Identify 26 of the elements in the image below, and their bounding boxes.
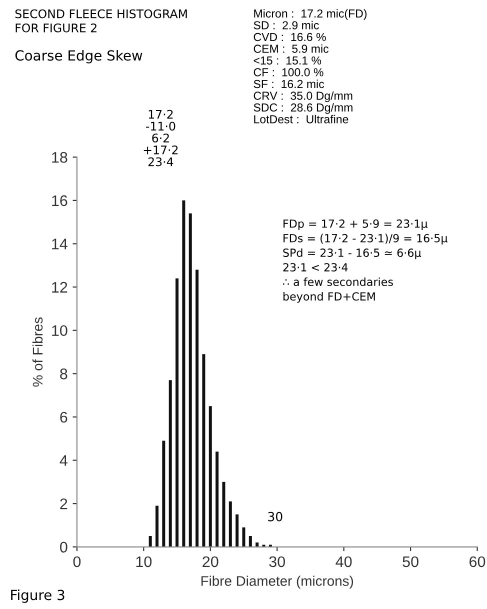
y-tick-label: 18 xyxy=(52,152,68,163)
x-tick-label: 20 xyxy=(202,556,218,568)
text: Micron : 17.2 mic(FD) SD : 2.9 mic CVD : 16.6 % CEM : 5.9 mic <15 : 15.1 % CF : 100.0 % SF : 16.2 mic CRV : 35.0 Dg/mm SDC : 28.6 Dg/mm LotDest : Ultrafine xyxy=(254,9,367,124)
y-tick-label: 8 xyxy=(60,368,68,380)
chart-subtitle: Coarse Edge Skew xyxy=(15,50,142,64)
y-tick-label: 16 xyxy=(52,195,68,206)
y-axis-title: % of Fibres xyxy=(32,317,43,387)
chart-title: SECOND FLEECE HISTOGRAM FOR FIGURE 2 xyxy=(15,9,187,32)
x-tick-label: 30 xyxy=(269,556,286,568)
x-tick-label: 50 xyxy=(402,556,418,568)
y-tick-label: 4 xyxy=(60,455,68,466)
x-axis-title: Fibre Diameter (microns) xyxy=(201,576,354,589)
annotation: 30 xyxy=(268,512,282,522)
x-tick-label: 10 xyxy=(136,556,152,568)
y-tick-label: 10 xyxy=(52,325,68,336)
y-tick-label: 12 xyxy=(52,282,68,293)
y-tick-label: 0 xyxy=(60,542,68,553)
annotation: 17·2 -11·0 6·2 +17·2 23·4 xyxy=(144,110,178,166)
annotation: FDp = 17·2 + 5·9 = 23·1μ FDs = (17·2 - 23·1)/9 = 16·5μ SPd = 23·1 - 16·5 ≃ 6·6μ 23·1 < 23·4 ∴ a few secondaries beyond FD+CEM xyxy=(283,219,448,303)
caption: Figure 3 xyxy=(11,589,64,603)
x-tick-label: 40 xyxy=(336,556,352,568)
y-tick-label: 6 xyxy=(60,412,68,423)
y-tick-label: 2 xyxy=(60,498,68,510)
x-tick-label: 60 xyxy=(470,556,486,568)
x-tick-label: 0 xyxy=(73,556,81,568)
y-tick-label: 14 xyxy=(52,238,68,250)
